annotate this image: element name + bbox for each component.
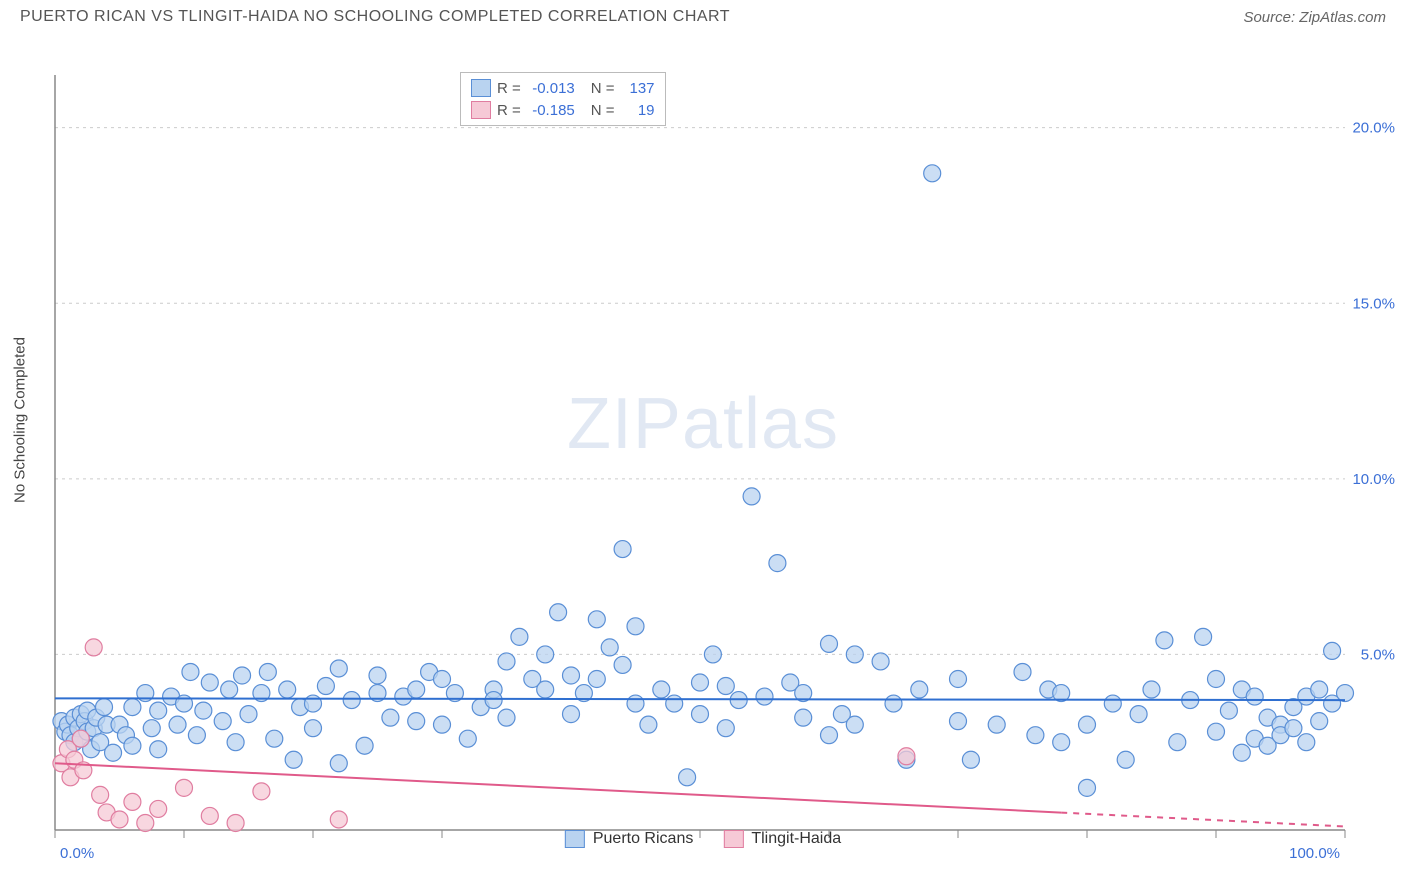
n-label: N = [591, 80, 615, 97]
r-value: -0.185 [527, 102, 575, 119]
correlation-stats-box: R = -0.013 N = 137 R = -0.185 N = 19 [460, 72, 666, 126]
svg-text:10.0%: 10.0% [1352, 471, 1395, 488]
legend-swatch [565, 830, 585, 848]
chart-title: PUERTO RICAN VS TLINGIT-HAIDA NO SCHOOLI… [20, 8, 730, 26]
stats-row: R = -0.185 N = 19 [471, 99, 655, 121]
r-value: -0.013 [527, 80, 575, 97]
r-label: R = [497, 80, 521, 97]
stats-row: R = -0.013 N = 137 [471, 77, 655, 99]
svg-text:0.0%: 0.0% [60, 845, 94, 862]
legend-swatch [723, 830, 743, 848]
legend-item: Puerto Ricans [565, 830, 694, 848]
svg-text:100.0%: 100.0% [1289, 845, 1340, 862]
n-label: N = [591, 102, 615, 119]
scatter-chart: 5.0% 10.0% 15.0% 20.0% 0.0% 100.0% [0, 30, 1406, 885]
source-label: Source: ZipAtlas.com [1243, 9, 1386, 26]
title-bar: PUERTO RICAN VS TLINGIT-HAIDA NO SCHOOLI… [0, 0, 1406, 30]
r-label: R = [497, 102, 521, 119]
n-value: 137 [621, 80, 655, 97]
legend-item: Tlingit-Haida [723, 830, 841, 848]
y-axis-label: No Schooling Completed [12, 337, 29, 503]
legend-swatch [471, 79, 491, 97]
legend-swatch [471, 101, 491, 119]
legend-label: Tlingit-Haida [751, 830, 841, 848]
legend-label: Puerto Ricans [593, 830, 694, 848]
svg-text:20.0%: 20.0% [1352, 120, 1395, 137]
svg-text:5.0%: 5.0% [1361, 646, 1395, 663]
legend: Puerto Ricans Tlingit-Haida [565, 830, 841, 848]
chart-area: No Schooling Completed ZIPatlas 5.0%10.0… [0, 30, 1406, 850]
svg-text:15.0%: 15.0% [1352, 295, 1395, 312]
n-value: 19 [621, 102, 655, 119]
